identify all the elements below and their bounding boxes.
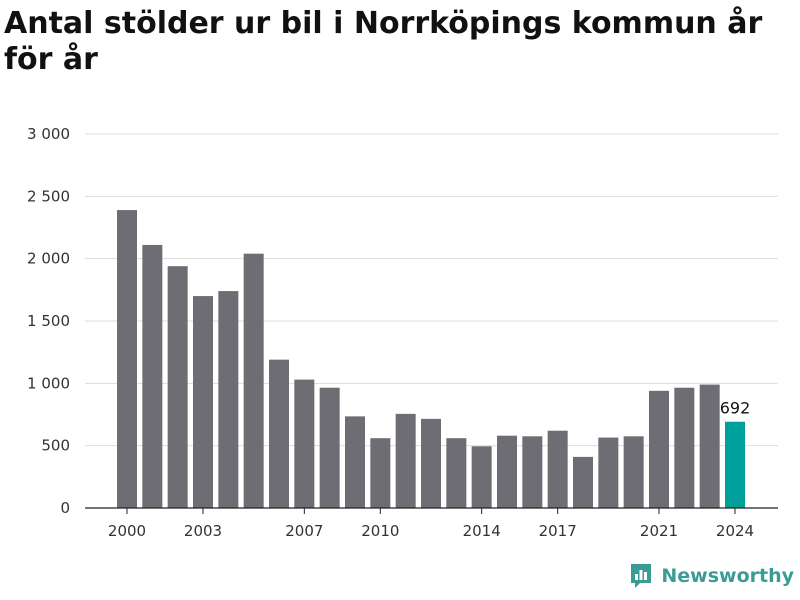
bar	[699, 384, 720, 508]
bar	[497, 435, 517, 508]
bar	[117, 210, 137, 508]
bar	[725, 421, 745, 508]
bar	[573, 456, 593, 508]
bar	[547, 430, 568, 508]
y-tick-label: 2 500	[27, 187, 70, 205]
x-tick-label: 2010	[361, 522, 399, 540]
bar	[674, 387, 695, 508]
data-label: 692	[720, 399, 751, 418]
bar	[649, 390, 669, 508]
y-tick-label: 500	[41, 437, 70, 455]
bar	[345, 416, 365, 508]
bar	[522, 436, 543, 508]
x-tick-label: 2003	[184, 522, 222, 540]
bar	[142, 244, 163, 508]
bar	[370, 438, 391, 508]
bar	[193, 296, 213, 508]
x-tick-label: 2000	[108, 522, 146, 540]
y-tick-label: 3 000	[27, 125, 70, 143]
y-tick-label: 0	[60, 499, 70, 517]
bar	[269, 359, 289, 508]
brand-name: Newsworthy	[661, 565, 794, 587]
bar	[598, 437, 619, 508]
bar	[446, 438, 467, 508]
bar	[319, 387, 340, 508]
x-tick-label: 2014	[463, 522, 501, 540]
bar	[294, 379, 315, 508]
y-tick-label: 1 000	[27, 374, 70, 392]
bar	[167, 266, 188, 508]
bar	[218, 291, 239, 508]
newsworthy-logo-icon	[631, 564, 652, 588]
bar	[243, 253, 264, 508]
bar	[395, 413, 416, 508]
bar	[623, 436, 644, 508]
x-tick-label: 2017	[539, 522, 577, 540]
y-tick-label: 2 000	[27, 250, 70, 268]
x-tick-label: 2024	[716, 522, 754, 540]
x-tick-label: 2021	[640, 522, 678, 540]
bar	[471, 446, 492, 508]
brand-logo: Newsworthy	[629, 562, 794, 590]
x-tick-label: 2007	[285, 522, 323, 540]
chart-title: Antal stölder ur bil i Norrköpings kommu…	[4, 6, 763, 77]
y-tick-label: 1 500	[27, 312, 70, 330]
bar	[421, 418, 441, 508]
